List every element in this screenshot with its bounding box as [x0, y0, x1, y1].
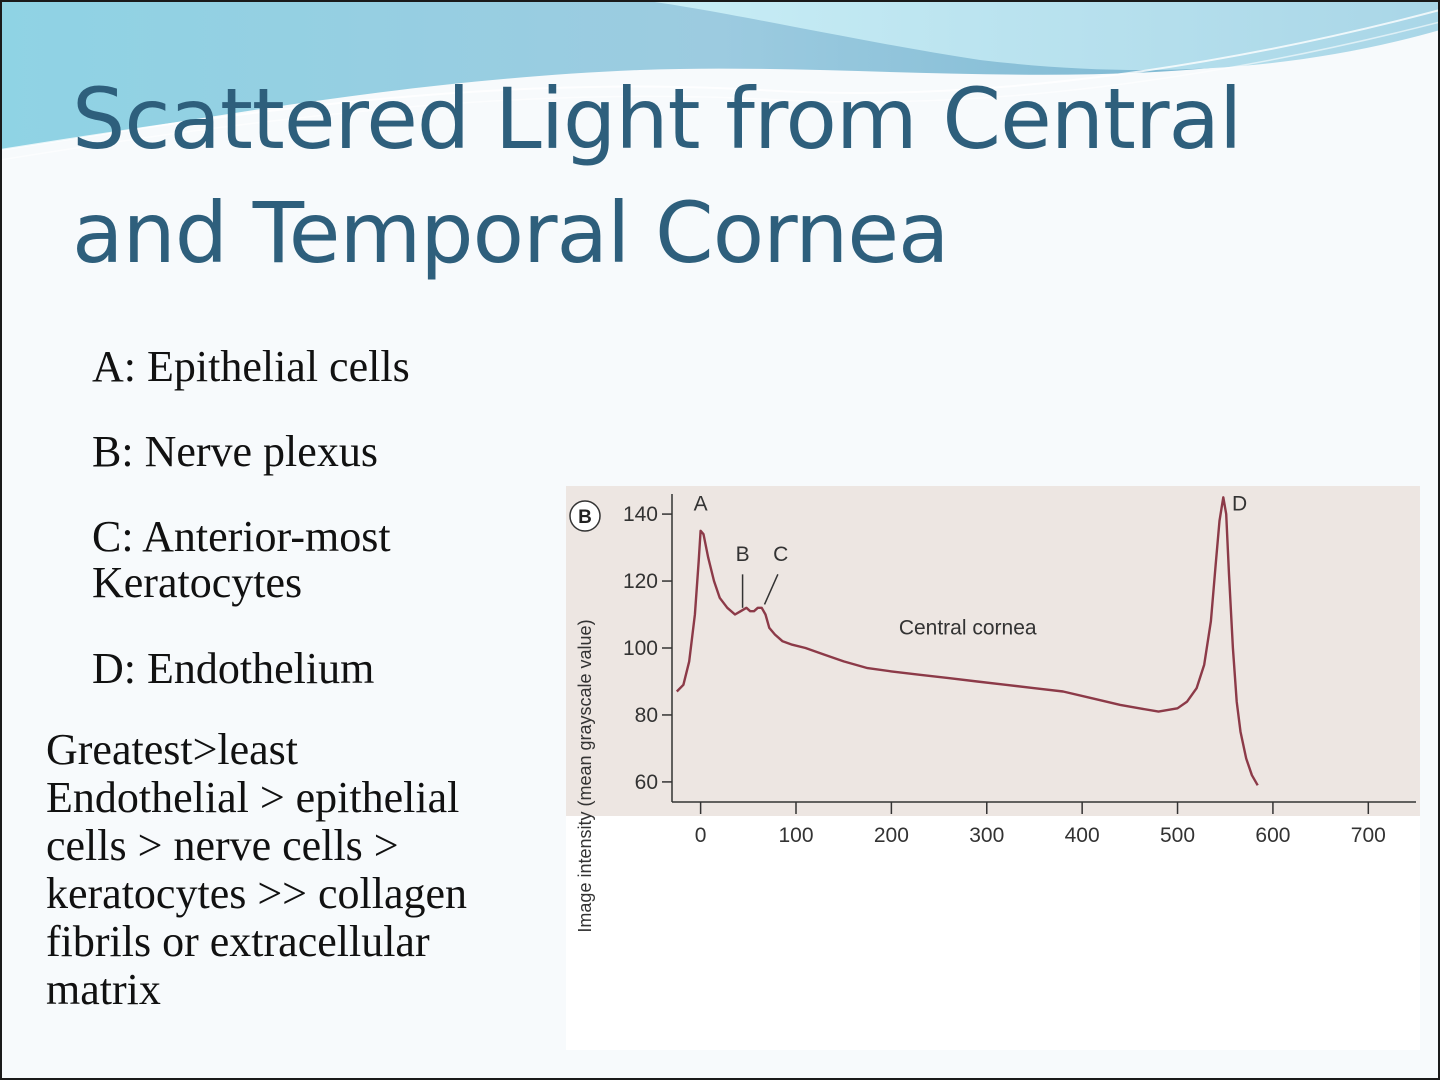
ranking-note-body: Endothelial > epithelial cells > nerve c… — [46, 773, 468, 1014]
panel-label: B — [578, 507, 592, 528]
header-wave-decoration — [0, 0, 1440, 161]
label-d-endothelium: D: Endothelium — [92, 644, 375, 693]
title-line-2: and Temporal Cornea — [72, 184, 950, 282]
peak-pointer-line — [763, 574, 779, 605]
peak-label-a: A — [694, 493, 708, 516]
panel-label-circle — [569, 500, 601, 532]
x-tick-label: 400 — [1065, 824, 1100, 847]
slide-title: Scattered Light from Central and Tempora… — [72, 62, 1372, 290]
y-tick-label: 120 — [623, 570, 658, 593]
x-tick-label: 200 — [874, 824, 909, 847]
x-tick-label: 0 — [695, 824, 707, 847]
y-tick-label: 60 — [635, 771, 658, 794]
intensity-curve — [675, 496, 1259, 786]
peak-label-c: C — [773, 543, 788, 566]
y-tick-label: 140 — [623, 503, 658, 526]
chart-panel: 60 80 100 120 140 0 100 200 300 400 500 600 700 Image… — [566, 486, 1420, 1050]
x-tick-label: 300 — [969, 824, 1004, 847]
y-tick-label: 100 — [623, 637, 658, 660]
ranking-note: Greatest>least Endothelial > epithelial … — [46, 726, 546, 1014]
central-cornea-annotation: Central cornea — [899, 617, 1037, 640]
y-tick-label: 80 — [635, 704, 658, 727]
label-a-epithelial: A: Epithelial cells — [92, 342, 410, 391]
peak-label-b: B — [736, 543, 750, 566]
label-b-nerve-plexus: B: Nerve plexus — [92, 427, 378, 476]
x-tick-label: 700 — [1351, 824, 1386, 847]
peak-label-d: D — [1232, 493, 1247, 516]
plot-background — [566, 486, 1420, 816]
intensity-chart: 60 80 100 120 140 0 100 200 300 400 500 600 700 Image… — [566, 486, 1420, 933]
x-tick-label: 600 — [1255, 824, 1290, 847]
legend-label-list: A: Epithelial cells B: Nerve plexus C: A… — [92, 344, 552, 731]
ranking-note-heading: Greatest>least — [46, 725, 299, 774]
x-tick-label: 500 — [1160, 824, 1195, 847]
x-tick-label: 100 — [778, 824, 813, 847]
title-line-1: Scattered Light from Central — [72, 70, 1242, 168]
label-c-keratocytes: C: Anterior-most Keratocytes — [92, 512, 391, 607]
y-axis-label: Image intensity (mean grayscale value) — [575, 619, 595, 932]
